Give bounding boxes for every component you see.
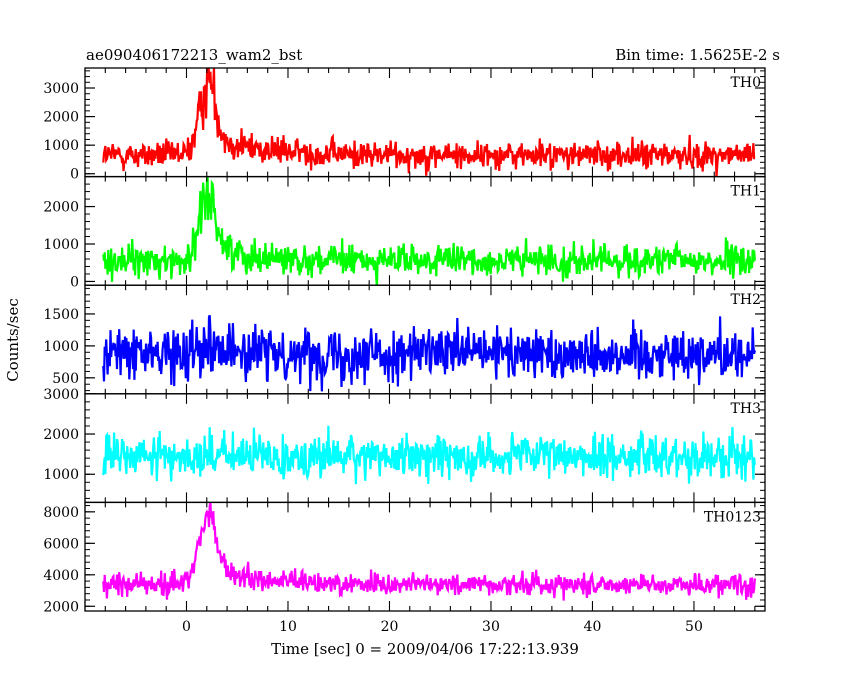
y-tick-label: 0 (70, 167, 79, 183)
x-tick-label: 50 (685, 619, 703, 635)
panel-th2: 500 1000 1500 TH2 (43, 284, 766, 395)
panel-label: TH1 (731, 184, 761, 200)
y-tick-label: 0 (70, 274, 79, 290)
series-th3 (102, 425, 756, 485)
y-tick-label: 8000 (43, 505, 79, 521)
x-tick-labels: 0 10 20 30 40 50 (182, 619, 703, 635)
y-tick-label: 1000 (43, 237, 79, 253)
y-tick-label: 4000 (43, 568, 79, 584)
y-tick-label: 500 (52, 371, 79, 387)
y-tick-label: 2000 (43, 110, 79, 126)
series-th2 (102, 314, 756, 392)
panel-th3: 1000 2000 3000 TH3 (43, 387, 766, 504)
y-tick-label: 6000 (43, 536, 79, 552)
panel-label: TH2 (731, 292, 761, 308)
panel-label: TH0 (731, 75, 761, 91)
series-th0123 (102, 502, 756, 601)
y-tick-label: 2000 (43, 200, 79, 216)
panel-th0123: 2000 4000 6000 8000 TH0123 (43, 501, 766, 615)
x-tick-label: 10 (279, 619, 297, 635)
x-tick-label: 0 (182, 619, 191, 635)
y-tick-label: 2000 (43, 427, 79, 443)
y-tick-label: 3000 (43, 387, 79, 403)
x-tick-label: 40 (584, 619, 602, 635)
panel-frame (84, 501, 766, 612)
y-tick-label: 2000 (43, 599, 79, 615)
panel-label: TH0123 (704, 509, 761, 525)
y-tick-label: 1500 (43, 307, 79, 323)
panel-stack: 0 1000 2000 3000 TH0 0 1000 2000 TH1 500 1000 1500 T… (43, 67, 766, 615)
y-tick-label: 1000 (43, 467, 79, 483)
panel-th1: 0 1000 2000 TH1 (43, 175, 766, 290)
panel-label: TH3 (731, 401, 761, 417)
y-tick-label: 3000 (43, 81, 79, 97)
x-tick-label: 20 (381, 619, 399, 635)
bin-time-label: Bin time: 1.5625E-2 s (615, 46, 780, 64)
y-tick-label: 1000 (43, 138, 79, 154)
series-th0 (102, 68, 756, 177)
x-tick-label: 30 (482, 619, 500, 635)
series-th1 (102, 176, 756, 286)
y-axis-label: Counts/sec (4, 298, 22, 382)
panel-th0: 0 1000 2000 3000 TH0 (43, 67, 766, 183)
chart-title: ae090406172213_wam2_bst (86, 46, 302, 64)
x-axis-label: Time [sec] 0 = 2009/04/06 17:22:13.939 (271, 640, 579, 658)
y-tick-label: 1000 (43, 339, 79, 355)
